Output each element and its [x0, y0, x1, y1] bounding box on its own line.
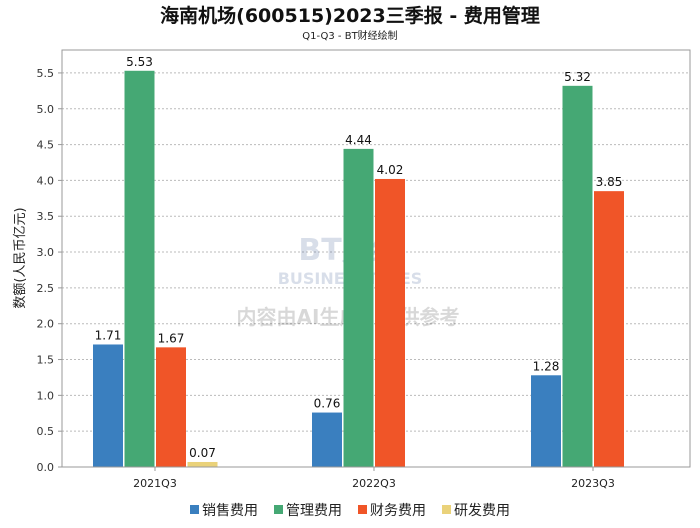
- bar-研发费用-2021Q3: [187, 461, 218, 467]
- y-tick-label: 5.5: [37, 67, 55, 80]
- y-axis-label: 数额(人民币亿元): [13, 207, 28, 308]
- plot-area-frame: [61, 49, 691, 468]
- legend-label: 销售费用: [202, 503, 258, 519]
- chart-title: 海南机场(600515)2023三季报 - 费用管理: [160, 4, 540, 27]
- bar-销售费用-2022Q3: [312, 412, 342, 467]
- bar-管理费用-2021Q3: [124, 70, 155, 467]
- bar-管理费用-2022Q3: [343, 148, 374, 467]
- y-tick-label: 1.5: [37, 354, 55, 367]
- x-tick-label: 2023Q3: [571, 477, 615, 490]
- legend-swatch: [190, 505, 199, 514]
- y-tick-label: 5.0: [37, 103, 55, 116]
- legend-label: 财务费用: [370, 503, 426, 519]
- data-label: 3.85: [596, 175, 623, 189]
- y-tick-label: 1.0: [37, 389, 55, 402]
- y-tick-label: 2.0: [37, 318, 55, 331]
- x-tick-label: 2021Q3: [133, 477, 177, 490]
- bar-财务费用-2022Q3: [375, 178, 405, 468]
- bar-管理费用-2023Q3: [562, 85, 593, 468]
- data-label: 1.71: [95, 328, 122, 342]
- legend-swatch: [358, 505, 367, 514]
- data-label: 5.32: [564, 70, 591, 84]
- bar-销售费用-2021Q3: [93, 344, 123, 467]
- y-tick-label: 3.5: [37, 210, 55, 223]
- y-tick-label: 4.5: [37, 139, 55, 152]
- data-label: 1.28: [533, 359, 560, 373]
- y-tick-label: 3.0: [37, 246, 55, 259]
- legend-label: 研发费用: [454, 503, 510, 519]
- y-tick-label: 0.5: [37, 425, 55, 438]
- bar-财务费用-2021Q3: [156, 347, 186, 467]
- legend-label: 管理费用: [286, 503, 342, 519]
- y-tick-label: 0.0: [37, 461, 55, 474]
- legend-swatch: [274, 505, 283, 514]
- data-label: 4.44: [345, 133, 372, 147]
- data-label: 5.53: [126, 55, 153, 69]
- data-label: 0.76: [314, 397, 341, 411]
- x-tick-label: 2022Q3: [352, 477, 396, 490]
- chart-subtitle: Q1-Q3 - BT财经绘制: [302, 29, 397, 42]
- data-label: 0.07: [189, 446, 216, 460]
- y-tick-label: 4.0: [37, 174, 55, 187]
- y-tick-label: 2.5: [37, 282, 55, 295]
- bar-财务费用-2023Q3: [594, 191, 624, 468]
- data-label: 4.02: [377, 163, 404, 177]
- legend-swatch: [442, 505, 451, 514]
- bar-销售费用-2023Q3: [531, 375, 561, 467]
- data-label: 1.67: [158, 331, 185, 345]
